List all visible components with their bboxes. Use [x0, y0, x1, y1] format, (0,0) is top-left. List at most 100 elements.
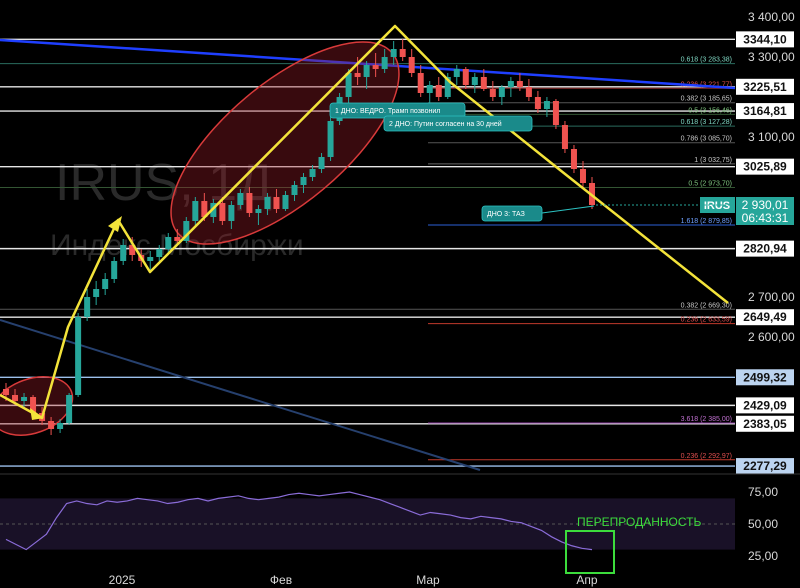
price-axis-bg [735, 0, 800, 588]
candle-body [93, 289, 100, 297]
fib-level-label: 0.618 (3 127,28) [681, 119, 732, 126]
x-axis-label: Апр [576, 573, 598, 587]
level-label-box [736, 397, 794, 414]
candle-body [453, 69, 460, 77]
candle-body [534, 97, 541, 109]
candle-body [444, 77, 451, 97]
candle-body [282, 195, 289, 209]
fib-level-label: 0.236 (3 221,77) [681, 81, 732, 88]
annotation-pointer [541, 205, 595, 214]
price-axis-tick: 2 600,00 [748, 330, 795, 344]
candle-body [129, 245, 136, 255]
level-label-box [736, 458, 794, 475]
candle-body [498, 87, 505, 97]
candle-body [525, 87, 532, 97]
candle-body [201, 201, 208, 217]
fib-level-label: 1.618 (2 879,85) [681, 218, 732, 225]
candle-body [237, 193, 244, 205]
candle-body [354, 73, 361, 77]
fib-level-label: 0.5 (2 973,70) [688, 181, 732, 188]
candle-body [480, 77, 487, 89]
annotation-text: 1 ДНО: ВЕДРО. Трамп позвонил [335, 108, 440, 115]
candle-body [57, 423, 64, 429]
fib-level-label: 0.382 (3 185,65) [681, 96, 732, 103]
last-price-text: 2 930,01 [742, 198, 789, 212]
price-axis-tick: 3 300,00 [748, 50, 795, 64]
candle-body [264, 197, 271, 209]
price-axis-tick: 3 400,00 [748, 10, 795, 24]
candle-body [579, 169, 586, 183]
level-label-box [736, 309, 794, 326]
candle-body [381, 57, 388, 69]
candle-body [417, 73, 424, 93]
candle-body [75, 317, 82, 395]
x-axis-label: 2025 [109, 573, 136, 587]
last-price-box [736, 196, 794, 225]
level-label-text: 2499,32 [743, 370, 787, 384]
candle-body [345, 73, 352, 97]
annotation-text: 2 ДНО: Путин согласен на 30 дней [389, 120, 502, 128]
level-label-text: 2277,29 [743, 459, 787, 473]
candle-body [102, 279, 109, 289]
candle-body [156, 249, 163, 257]
candle-body [372, 65, 379, 69]
candle-body [363, 65, 370, 77]
candle-body [174, 237, 181, 241]
level-label-text: 3225,51 [743, 80, 787, 94]
candle-body [291, 185, 298, 195]
level-label-box [736, 369, 794, 386]
rsi-axis-tick: 75,00 [748, 485, 778, 499]
candle-body [84, 297, 91, 317]
candle-body [426, 85, 433, 93]
candle-body [246, 193, 253, 213]
candle-body [489, 89, 496, 97]
candle-body [147, 257, 154, 261]
candle-body [435, 85, 442, 97]
candle-body [21, 397, 28, 401]
level-label-text: 2649,49 [743, 310, 787, 324]
level-label-text: 2429,09 [743, 398, 787, 412]
candle-body [507, 81, 514, 87]
candle-body [462, 69, 469, 85]
level-label-box [736, 415, 794, 432]
candle-body [192, 201, 199, 221]
level-label-box [736, 240, 794, 257]
countdown-text: 06:43:31 [742, 211, 789, 225]
candle-body [516, 81, 523, 87]
x-axis-label: Фев [270, 573, 292, 587]
candle-body [228, 205, 235, 221]
candle-body [183, 221, 190, 241]
level-label-box [736, 103, 794, 120]
annotation-box [383, 115, 533, 132]
candle-body [273, 197, 280, 209]
rsi-axis-tick: 50,00 [748, 517, 778, 531]
level-label-text: 2383,05 [743, 417, 787, 431]
price-axis-tick: 3 100,00 [748, 130, 795, 144]
zigzag-arrow-mid [108, 216, 122, 232]
fib-level-label: 1 (3 032,75) [694, 157, 732, 164]
candle-body [165, 237, 172, 249]
candle-body [120, 245, 127, 261]
candle-body [570, 149, 577, 169]
candle-body [309, 169, 316, 177]
candle-body [3, 389, 9, 395]
oversold-box [565, 530, 615, 574]
candle-body [30, 397, 37, 413]
candle-body [327, 121, 334, 157]
candle-body [66, 395, 73, 423]
x-axis-label: Мар [416, 573, 440, 587]
level-label-text: 2820,94 [743, 242, 787, 256]
candle-body [408, 57, 415, 73]
fib-level-label: 0.786 (3 085,70) [681, 136, 732, 143]
fib-level-label: 0.5 (3 156,46) [688, 107, 732, 114]
fib-level-label: 0.618 (3 283,38) [681, 57, 732, 64]
level-label-text: 3025,89 [743, 160, 787, 174]
candle-body [48, 421, 55, 429]
zigzag-wave [0, 24, 729, 420]
symbol-tag-text: IRUS [704, 200, 730, 212]
candle-body [111, 261, 118, 279]
level-label-text: 3344,10 [743, 32, 787, 46]
